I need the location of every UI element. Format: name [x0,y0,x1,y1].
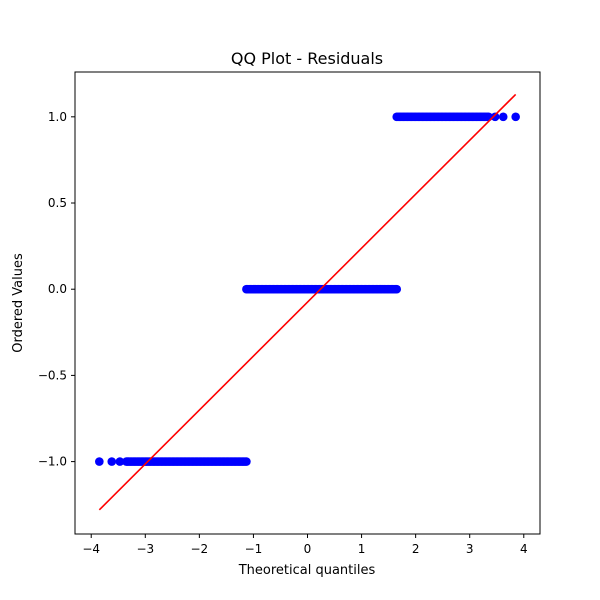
data-point [107,457,117,466]
data-point [490,112,500,122]
point-group-0 [95,457,251,466]
data-point [498,112,508,122]
x-tick-label: −3 [136,542,154,556]
y-tick-label: 0.0 [48,282,67,296]
y-tick-label: 0.5 [48,196,67,210]
x-tick-label: 2 [412,542,420,556]
data-point [242,457,251,466]
y-tick-label: 1.0 [48,110,67,124]
fit-line [98,93,517,511]
x-axis-label: Theoretical quantiles [238,563,376,578]
y-tick-label: −0.5 [38,368,67,382]
x-tick-label: 0 [304,542,312,556]
data-point [392,284,402,294]
y-axis-label: Ordered Values [11,253,26,353]
x-tick-label: −2 [191,542,209,556]
x-tick-label: 3 [466,542,474,556]
x-tick-label: 4 [520,542,528,556]
y-axis-ticks: −1.0 −0.5 0.0 0.5 1.0 [38,110,75,469]
x-axis-ticks: −4 −3 −2 −1 0 1 2 3 4 [82,534,528,556]
data-point [115,457,125,466]
x-tick-label: 1 [358,542,366,556]
x-tick-label: −4 [82,542,100,556]
plot-marks [95,93,520,511]
data-point [511,112,520,122]
chart-title: QQ Plot - Residuals [231,49,383,68]
x-tick-label: −1 [245,542,263,556]
data-point [95,457,104,466]
y-tick-label: −1.0 [38,455,67,469]
point-group-2 [392,112,520,122]
